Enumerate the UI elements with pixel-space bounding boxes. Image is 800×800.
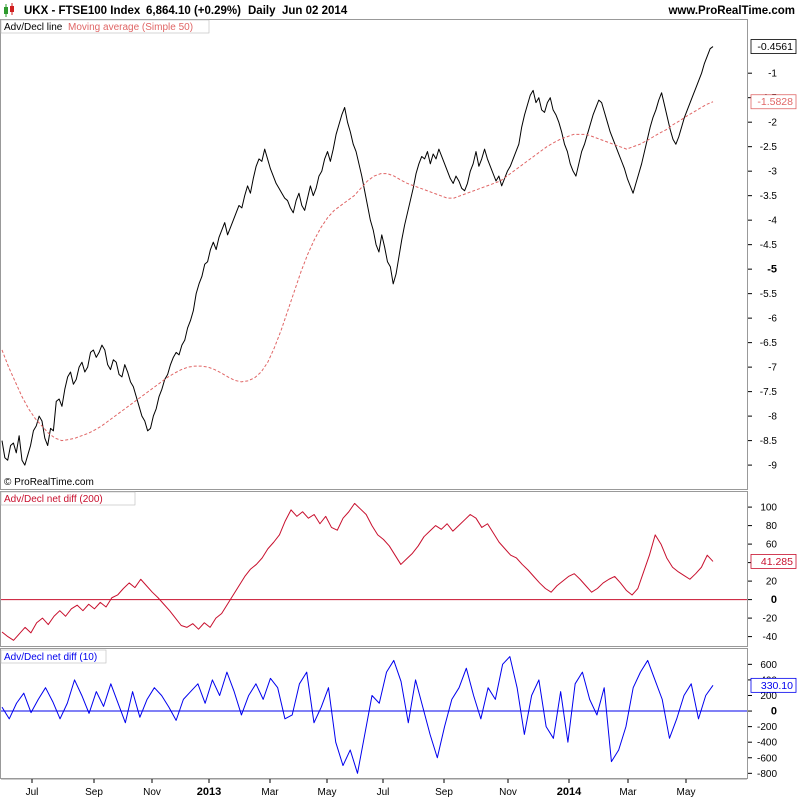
y-tick-label: -3	[768, 167, 777, 178]
x-tick-label: Mar	[261, 787, 279, 798]
last-value-box	[750, 554, 797, 569]
y-tick-label: 20	[766, 577, 778, 588]
y-tick-label: -800	[757, 769, 777, 780]
series-line-net-diff-10	[1, 656, 714, 774]
date-label: Jun 02 2014	[282, 5, 348, 17]
symbol-title: UKX - FTSE100 Index	[24, 5, 141, 17]
y-tick-label: -6	[768, 314, 777, 325]
y-tick-label: -2	[768, 118, 777, 129]
x-tick-label: Jul	[377, 787, 390, 798]
y-tick-label: -200	[757, 722, 777, 733]
series-line-adv-decl	[1, 46, 714, 466]
y-axis-layer: -1-1.5-2-2.5-3-3.5-4-4.5-5-5.5-6-6.5-7-7…	[748, 69, 777, 780]
panel-200-frame	[0, 491, 748, 647]
y-tick-label: -8	[768, 412, 777, 423]
y-tick-label: 0	[771, 706, 777, 718]
y-tick-label: -7.5	[760, 387, 778, 398]
legend-net-diff-10: Adv/Decl net diff (10)	[0, 649, 107, 664]
header-bar	[0, 0, 800, 20]
y-tick-label: 600	[760, 660, 777, 671]
y-tick-label: -40	[763, 632, 778, 643]
period-label: Daily	[248, 5, 276, 17]
y-tick-label: -7	[768, 363, 777, 374]
series-layer	[1, 46, 714, 774]
last-value-label: -1.5828	[757, 96, 793, 108]
panel-10-frame	[0, 648, 748, 779]
legend-net-diff-10-label: Adv/Decl net diff (10)	[4, 652, 97, 663]
y-tick-label: 100	[760, 503, 777, 514]
y-tick-label: 200	[760, 691, 777, 702]
website-label: www.ProRealTime.com	[667, 5, 795, 17]
last-value-label: 330.10	[761, 680, 793, 692]
y-tick-label: -600	[757, 753, 777, 764]
x-tick-label: May	[677, 787, 696, 798]
y-tick-label: -8.5	[760, 436, 778, 447]
y-tick-label: -6.5	[760, 338, 778, 349]
legend-adv-decl-line: Adv/Decl line	[4, 22, 63, 33]
x-tick-label: May	[318, 787, 337, 798]
last-value-box	[750, 94, 797, 110]
zero-lines	[1, 599, 747, 712]
y-tick-label: -5.5	[760, 289, 778, 300]
y-tick-label: -5	[767, 264, 777, 276]
copyright-label: © ProRealTime.com	[4, 477, 94, 488]
legend-moving-average: Moving average (Simple 50)	[68, 22, 193, 33]
y-tick-label: 0	[771, 594, 777, 606]
y-tick-label: -9	[768, 461, 777, 472]
price-info: 6,864.10 (+0.29%)	[146, 5, 241, 17]
y-tick-label: -2.5	[760, 142, 778, 153]
x-tick-label: Jul	[26, 787, 39, 798]
legend-main: Adv/Decl line Moving average (Simple 50)	[0, 19, 210, 34]
x-tick-label: Mar	[619, 787, 637, 798]
y-tick-label: -4	[768, 216, 777, 227]
y-tick-label: -20	[763, 614, 778, 625]
candlestick-icon	[4, 3, 14, 17]
last-value-label: 41.285	[761, 556, 793, 568]
last-value-box	[750, 39, 797, 54]
panel-main-frame	[0, 19, 748, 490]
x-tick-label: Nov	[143, 787, 161, 798]
x-tick-label: Sep	[85, 787, 103, 798]
y-tick-label: -400	[757, 738, 777, 749]
y-tick-label: -1	[768, 69, 777, 80]
y-tick-label: 60	[766, 540, 778, 551]
x-tick-label: Nov	[499, 787, 517, 798]
legend-net-diff-200: Adv/Decl net diff (200)	[0, 491, 136, 506]
x-axis-layer: Jul Sep Nov 2013 Mar May Jul Sep Nov 2014 Mar May	[1, 778, 747, 798]
y-tick-label: -3.5	[760, 191, 778, 202]
last-value-box	[750, 677, 797, 693]
y-tick-label: -4.5	[760, 240, 778, 251]
x-tick-label: Sep	[435, 787, 453, 798]
x-tick-label: 2014	[557, 786, 582, 798]
value-labels: -0.4561 -1.5828 41.285 330.10	[750, 39, 797, 693]
series-line-net-diff-200	[1, 502, 714, 641]
series-line-moving-average	[1, 101, 714, 442]
legend-net-diff-200-label: Adv/Decl net diff (200)	[4, 494, 103, 505]
x-tick-label: 2013	[197, 786, 221, 798]
y-tick-label: 80	[766, 521, 778, 532]
last-value-label: -0.4561	[757, 41, 793, 53]
